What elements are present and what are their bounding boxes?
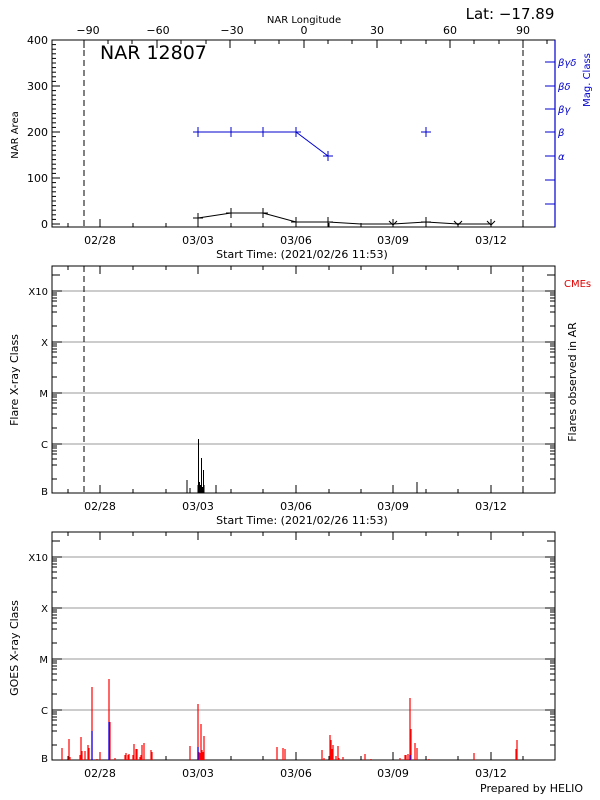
cme-legend: CMEs	[564, 279, 591, 290]
x-tick-0303: 03/03	[182, 234, 214, 247]
x-tick-0228: 02/28	[84, 767, 116, 780]
footer-credit: Prepared by HELIO	[480, 782, 583, 795]
y-axis-ticks	[52, 274, 62, 480]
y-axis-label: NAR Area	[10, 111, 21, 158]
lon-tick-m90: −90	[76, 24, 99, 37]
y-tick-x10: X10	[28, 553, 48, 564]
goes-flare-bars	[61, 679, 518, 760]
x-tick-0309: 03/09	[377, 500, 409, 513]
x-tick-0309: 03/09	[377, 767, 409, 780]
y-tick-x: X	[41, 338, 48, 349]
top-date-ticks	[67, 532, 524, 540]
x-axis-label: Start Time: (2021/02/26 11:53)	[216, 248, 388, 261]
lon-tick-0: 0	[301, 24, 308, 37]
date-ticks	[67, 485, 524, 493]
x-tick-0306: 03/06	[280, 500, 312, 513]
y-axis-label: GOES X-ray Class	[8, 600, 21, 696]
lon-tick-60: 60	[443, 24, 457, 37]
y-axis-ticks	[52, 39, 60, 225]
plot-frame	[51, 531, 556, 761]
lon-tick-90: 90	[516, 24, 530, 37]
x-tick-0303: 03/03	[182, 500, 214, 513]
y-tick-b: B	[41, 754, 48, 765]
y-tick-m: M	[39, 655, 48, 666]
y-tick-c: C	[41, 440, 48, 451]
y-tick-300: 300	[27, 80, 48, 93]
y-axis-ticks	[52, 540, 62, 746]
lon-tick-m60: −60	[146, 24, 169, 37]
y-tick-m: M	[39, 389, 48, 400]
mag-class-ticks	[545, 61, 555, 205]
x-tick-0303: 03/03	[182, 767, 214, 780]
x-tick-0228: 02/28	[84, 500, 116, 513]
y-tick-400: 400	[27, 34, 48, 47]
top-axis-label: NAR Longitude	[267, 15, 341, 26]
y2-axis-ticks	[545, 540, 555, 746]
lon-tick-m30: −30	[220, 24, 243, 37]
y-tick-0: 0	[41, 218, 48, 231]
y-tick-b: B	[41, 487, 48, 498]
class-grid	[52, 290, 555, 445]
x-tick-0312: 03/12	[475, 234, 507, 247]
plot-frame	[51, 265, 556, 494]
y-tick-200: 200	[27, 126, 48, 139]
plot-frame	[51, 39, 556, 228]
y-tick-100: 100	[27, 172, 48, 185]
x-axis-label: Start Time: (2021/02/26 11:53)	[216, 514, 388, 527]
mag-class-series	[193, 127, 431, 161]
nar-area-series	[193, 208, 496, 227]
mag-class-b: β	[557, 128, 565, 139]
panel-flares-in-ar: X10 X M C B Flare X-ray Class Flares obs…	[8, 265, 591, 527]
x-tick-0228: 02/28	[84, 234, 116, 247]
y-tick-c: C	[41, 706, 48, 717]
mag-class-bd: βδ	[557, 82, 571, 93]
y-axis-label: Flare X-ray Class	[8, 334, 21, 426]
y-tick-x: X	[41, 604, 48, 615]
mag-class-bg: βγ	[557, 105, 571, 116]
x-tick-0312: 03/12	[475, 500, 507, 513]
y2-axis-ticks	[545, 274, 555, 480]
x-tick-0306: 03/06	[280, 767, 312, 780]
panel-goes-xray: X10 X M C B GOES X-ray Class	[8, 531, 583, 795]
mag-class-axis-label: Mag. Class	[582, 53, 593, 107]
x-tick-0306: 03/06	[280, 234, 312, 247]
mag-class-a: α	[558, 152, 565, 163]
x-tick-0312: 03/12	[475, 767, 507, 780]
chart-title: NAR 12807	[100, 42, 207, 64]
class-grid	[52, 556, 555, 711]
top-date-ticks	[67, 266, 524, 274]
flare-bars	[186, 439, 418, 493]
goes-ar-flare-bars	[91, 722, 411, 760]
latitude-label: Lat: −17.89	[466, 5, 555, 23]
x-tick-0309: 03/09	[377, 234, 409, 247]
y-tick-x10: X10	[28, 287, 48, 298]
panel-nar-area: 400 300 200 100 0 NAR Area	[10, 5, 593, 261]
y2-axis-label: Flares observed in AR	[566, 322, 579, 442]
lon-tick-30: 30	[370, 24, 384, 37]
mag-class-bgd: βγδ	[557, 58, 576, 69]
